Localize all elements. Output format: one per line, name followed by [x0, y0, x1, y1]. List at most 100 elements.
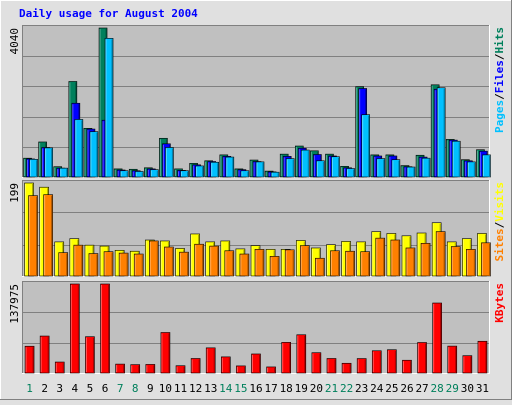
legend-item: Visits: [493, 182, 506, 222]
x-tick-label-day-5: 5: [87, 382, 94, 395]
chart-title: Daily usage for August 2004: [19, 7, 198, 20]
bar-pages-day-1: [29, 158, 38, 178]
legend-item: Sites: [493, 228, 506, 261]
bar-sites-day-1: [28, 195, 38, 277]
bar-pages-day-15: [240, 170, 250, 178]
bar-kbytes-day-5: [85, 336, 95, 374]
bar-sites-day-30: [466, 249, 476, 277]
bar-pages-day-24: [376, 158, 386, 178]
bar-pages-day-5: [89, 131, 99, 178]
x-tick-label-day-29: 29: [446, 382, 459, 395]
bar-pages-day-7: [119, 170, 129, 178]
x-tick-label-day-2: 2: [41, 382, 48, 395]
legend-hits-files-pages: Pages/Files/Hits: [493, 27, 506, 133]
x-tick-label-day-17: 17: [264, 382, 277, 395]
bar-pages-day-21: [331, 156, 340, 178]
bar-sites-day-26: [405, 247, 416, 277]
x-tick-label-day-28: 28: [431, 382, 444, 395]
bar-kbytes-day-21: [326, 358, 337, 374]
legend-item: /: [493, 53, 506, 60]
bar-pages-day-6: [104, 38, 114, 178]
bar-kbytes-day-1: [24, 345, 35, 374]
bar-pages-day-30: [467, 161, 476, 178]
bar-sites-day-8: [133, 253, 144, 277]
bar-sites-day-17: [269, 256, 280, 277]
bar-pages-day-19: [300, 149, 310, 178]
bar-pages-day-16: [255, 161, 265, 178]
bar-sites-day-9: [149, 240, 159, 277]
bar-kbytes-day-30: [462, 355, 473, 374]
bar-sites-day-24: [375, 237, 386, 277]
bar-sites-day-11: [179, 251, 189, 277]
x-tick-label-day-3: 3: [56, 382, 63, 395]
bar-pages-day-14: [225, 156, 235, 178]
bar-pages-day-31: [482, 154, 491, 178]
bar-kbytes-day-9: [145, 364, 156, 374]
bar-kbytes-day-24: [371, 350, 382, 374]
x-tick-label-day-10: 10: [159, 382, 172, 395]
bar-kbytes-day-29: [447, 345, 458, 374]
bar-kbytes-day-14: [221, 356, 231, 374]
x-tick-label-day-7: 7: [117, 382, 124, 395]
bar-kbytes-day-12: [190, 358, 201, 374]
x-tick-label-day-21: 21: [325, 382, 338, 395]
bar-pages-day-26: [406, 166, 416, 178]
x-tick-label-day-18: 18: [280, 382, 293, 395]
bar-pages-day-22: [346, 168, 355, 178]
x-tick-label-day-11: 11: [174, 382, 187, 395]
bar-kbytes-day-23: [356, 358, 367, 374]
bar-pages-day-10: [165, 147, 174, 178]
bar-pages-day-25: [391, 159, 401, 178]
bar-pages-day-29: [451, 140, 461, 178]
y-axis-max-label: 199: [8, 183, 21, 203]
bar-sites-day-5: [88, 253, 99, 277]
bar-pages-day-4: [74, 119, 84, 178]
bar-sites-day-21: [330, 250, 340, 277]
bar-kbytes-day-28: [432, 302, 442, 374]
x-tick-label-day-12: 12: [189, 382, 202, 395]
x-tick-label-day-14: 14: [219, 382, 233, 395]
bar-kbytes-day-31: [477, 340, 488, 374]
bar-kbytes-day-25: [387, 349, 397, 374]
legend-item: KBytes: [493, 283, 506, 323]
legend-item: Files: [493, 60, 506, 93]
y-axis-max-label: 137975: [8, 284, 21, 324]
bar-pages-day-18: [285, 158, 295, 178]
bar-kbytes-day-22: [341, 362, 352, 374]
x-tick-label-day-24: 24: [370, 382, 384, 395]
bar-kbytes-day-6: [100, 283, 110, 374]
bar-sites-day-28: [435, 231, 446, 277]
x-tick-label-day-6: 6: [102, 382, 109, 395]
bar-sites-day-25: [390, 239, 401, 277]
bar-sites-day-13: [209, 245, 220, 277]
x-tick-label-day-31: 31: [476, 382, 489, 395]
x-tick-label-day-22: 22: [340, 382, 353, 395]
bar-pages-day-20: [316, 160, 325, 178]
bar-kbytes-day-19: [296, 334, 307, 374]
bar-kbytes-day-26: [402, 359, 412, 374]
bar-kbytes-day-27: [417, 342, 427, 374]
legend-item: /: [493, 93, 506, 100]
bar-sites-day-15: [239, 253, 250, 277]
x-tick-label-day-13: 13: [204, 382, 217, 395]
bar-sites-day-14: [224, 250, 235, 277]
bar-kbytes-day-10: [160, 332, 171, 374]
bar-pages-day-2: [44, 147, 53, 178]
bar-pages-day-12: [195, 165, 204, 178]
bar-kbytes-day-7: [115, 363, 125, 374]
bar-kbytes-day-2: [39, 335, 50, 374]
bar-sites-day-29: [450, 246, 461, 277]
bar-sites-day-3: [58, 252, 69, 277]
bar-sites-day-19: [299, 245, 310, 277]
legend-visits-sites: Sites/Visits: [493, 182, 506, 262]
x-tick-label-day-26: 26: [400, 382, 413, 395]
x-tick-label-day-9: 9: [147, 382, 154, 395]
x-tick-label-day-20: 20: [310, 382, 323, 395]
bar-kbytes-day-11: [175, 365, 186, 374]
bar-sites-day-20: [315, 257, 325, 277]
x-tick-label-day-1: 1: [26, 382, 33, 395]
bar-sites-day-16: [254, 249, 265, 277]
legend-item: Hits: [493, 27, 506, 54]
